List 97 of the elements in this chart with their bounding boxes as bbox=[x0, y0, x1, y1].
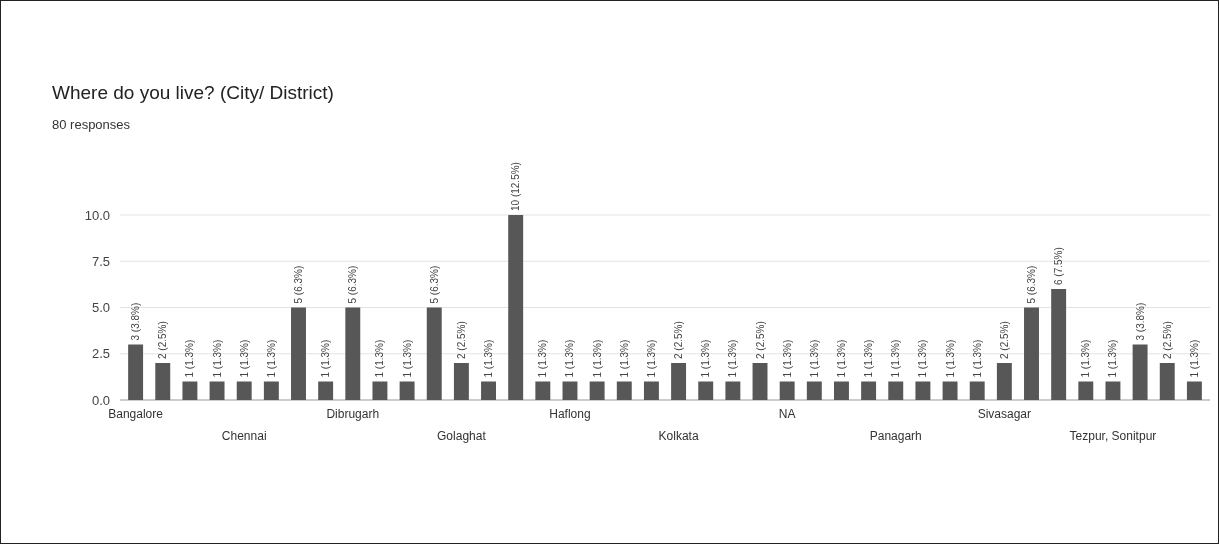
data-label: 1 (1.3%) bbox=[238, 339, 250, 378]
x-tick-label: Panagarh bbox=[869, 429, 922, 443]
data-label: 1 (1.3%) bbox=[917, 339, 929, 378]
bar bbox=[969, 381, 985, 400]
data-label: 2 (2.5%) bbox=[1161, 321, 1173, 359]
x-tick-label: Dibrugarh bbox=[326, 407, 380, 421]
bar bbox=[236, 381, 252, 400]
data-label: 1 (1.3%) bbox=[700, 339, 712, 378]
data-label: 5 (6.3%) bbox=[428, 265, 440, 304]
bar bbox=[643, 381, 659, 400]
bar bbox=[1186, 381, 1202, 400]
bar bbox=[834, 381, 849, 400]
data-label: 1 (1.3%) bbox=[537, 339, 549, 378]
bar bbox=[182, 381, 198, 400]
bar bbox=[535, 381, 551, 400]
bar bbox=[888, 381, 904, 400]
x-tick-label: Haflong bbox=[549, 407, 591, 421]
bar bbox=[426, 307, 442, 400]
data-label: 1 (1.3%) bbox=[564, 339, 576, 378]
data-label: 5 (6.3%) bbox=[1026, 265, 1037, 304]
data-label: 1 (1.3%) bbox=[727, 339, 739, 378]
bar bbox=[996, 363, 1012, 400]
bar bbox=[562, 381, 578, 400]
data-label: 3 (3.8%) bbox=[1134, 302, 1146, 341]
y-tick-label: 2.5 bbox=[91, 346, 110, 362]
data-label: 1 (1.3%) bbox=[320, 339, 332, 378]
bar bbox=[263, 381, 279, 400]
chart-title: Where do you live? (City/ District) bbox=[52, 82, 334, 103]
x-tick-label: Kolkata bbox=[658, 429, 699, 443]
data-label: 1 (1.3%) bbox=[645, 339, 657, 378]
bar bbox=[453, 363, 469, 400]
bar bbox=[1159, 363, 1175, 400]
data-label: 2 (2.5%) bbox=[998, 321, 1010, 359]
data-label: 1 (1.3%) bbox=[835, 339, 847, 378]
x-tick-label: Bangalore bbox=[108, 407, 164, 421]
bar bbox=[861, 381, 877, 400]
bar bbox=[481, 381, 496, 400]
bar bbox=[1105, 381, 1121, 400]
data-label: 1 (1.3%) bbox=[863, 339, 875, 378]
data-label: 1 (1.3%) bbox=[1080, 339, 1092, 378]
data-label: 1 (1.3%) bbox=[1107, 339, 1119, 378]
data-label: 2 (2.5%) bbox=[754, 321, 766, 359]
bar bbox=[209, 381, 225, 400]
data-label: 1 (1.3%) bbox=[808, 339, 820, 378]
bar bbox=[1051, 289, 1067, 400]
x-tick-label: Golaghat bbox=[437, 429, 487, 443]
x-tick-label: Tezpur, Sonitpur bbox=[1069, 429, 1157, 443]
data-label: 5 (6.3%) bbox=[293, 265, 304, 304]
y-tick-label: 5.0 bbox=[91, 300, 110, 316]
bar bbox=[155, 363, 171, 400]
bar bbox=[128, 344, 144, 400]
x-tick-label: Chennai bbox=[221, 429, 267, 443]
data-label: 2 (2.5%) bbox=[673, 321, 685, 359]
bar bbox=[1132, 344, 1148, 400]
data-label: 1 (1.3%) bbox=[781, 339, 793, 378]
data-label: 5 (6.3%) bbox=[347, 265, 359, 304]
data-label: 1 (1.3%) bbox=[211, 339, 223, 378]
data-label: 1 (1.3%) bbox=[184, 339, 196, 378]
x-tick-label: Sivasagar bbox=[977, 407, 1032, 421]
bar bbox=[1078, 381, 1094, 400]
bar bbox=[806, 381, 822, 400]
y-tick-label: 10.0 bbox=[84, 207, 110, 223]
data-label: 6 (7.5%) bbox=[1053, 247, 1065, 285]
bar bbox=[589, 381, 605, 400]
bar bbox=[698, 381, 714, 400]
data-label: 1 (1.3%) bbox=[944, 339, 956, 378]
bar bbox=[616, 381, 632, 400]
data-label: 1 (1.3%) bbox=[618, 339, 630, 378]
bar bbox=[915, 381, 931, 400]
y-tick-label: 7.5 bbox=[91, 253, 110, 269]
bar bbox=[942, 381, 958, 400]
data-label: 1 (1.3%) bbox=[591, 339, 603, 378]
data-label: 1 (1.3%) bbox=[890, 339, 902, 378]
data-label: 10 (12.5%) bbox=[510, 162, 522, 211]
data-label: 3 (3.8%) bbox=[130, 302, 142, 341]
bar bbox=[671, 363, 687, 400]
data-label: 1 (1.3%) bbox=[265, 339, 277, 378]
chart-subtitle: 80 responses bbox=[52, 117, 131, 132]
bar bbox=[372, 381, 388, 400]
bar bbox=[318, 381, 334, 400]
bar bbox=[725, 381, 741, 400]
data-label: 1 (1.3%) bbox=[374, 339, 386, 378]
data-label: 2 (2.5%) bbox=[157, 321, 169, 359]
bar bbox=[508, 215, 524, 400]
bar bbox=[399, 381, 415, 400]
bar bbox=[345, 307, 361, 400]
data-label: 1 (1.3%) bbox=[401, 339, 413, 378]
data-label: 1 (1.3%) bbox=[971, 339, 983, 378]
x-tick-label: NA bbox=[778, 407, 796, 421]
data-label: 1 (1.3%) bbox=[1188, 339, 1200, 378]
y-tick-label: 0.0 bbox=[91, 392, 110, 408]
bar bbox=[291, 307, 306, 400]
bar bbox=[1024, 307, 1039, 400]
data-label: 1 (1.3%) bbox=[483, 339, 495, 378]
data-label: 2 (2.5%) bbox=[455, 321, 467, 359]
bar bbox=[752, 363, 768, 400]
bar bbox=[779, 381, 795, 400]
